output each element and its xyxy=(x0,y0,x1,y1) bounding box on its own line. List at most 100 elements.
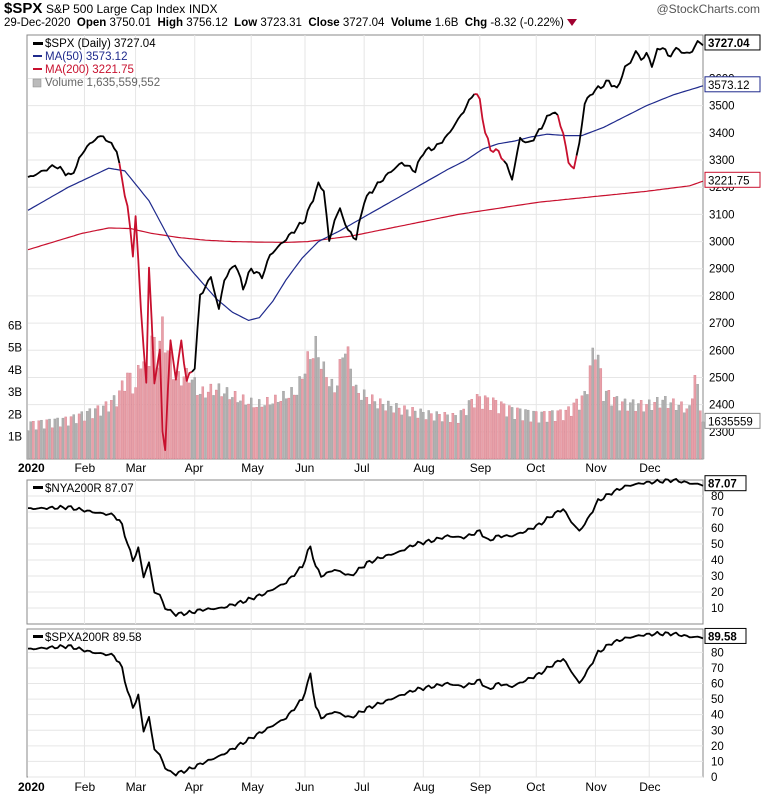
brand-logo[interactable]: @StockCharts.com xyxy=(656,2,760,16)
volume-tick-label: 4B xyxy=(8,365,22,377)
volume-bar xyxy=(120,380,124,460)
volume-bar xyxy=(53,418,57,460)
volume-bar xyxy=(212,395,215,460)
price-tick-label: 2300 xyxy=(709,427,735,439)
volume-bar xyxy=(263,405,266,460)
month-tick-label: Jul xyxy=(354,461,369,475)
legend-label: MA(50) 3573.12 xyxy=(45,51,127,63)
volume-bar xyxy=(545,421,549,460)
volume-bar xyxy=(618,410,621,460)
month-tick-label: Sep xyxy=(470,461,492,475)
volume-bar xyxy=(392,412,395,460)
volume-bar xyxy=(32,421,35,460)
volume-bar xyxy=(440,421,444,460)
volume-bar xyxy=(223,393,226,460)
volume-bar xyxy=(112,395,116,460)
price-last-label-box xyxy=(704,34,761,51)
volume-bar xyxy=(301,378,304,460)
month-tick-label: Nov xyxy=(585,780,606,794)
legend-label: $SPX (Daily) 3727.04 xyxy=(45,38,156,50)
volume-bar xyxy=(260,406,264,460)
month-tick-label: Nov xyxy=(585,461,606,475)
spxa200r-panel-legend-label: $SPXA200R 89.58 xyxy=(45,632,142,644)
price-line-segment xyxy=(575,40,704,156)
volume-bar xyxy=(96,405,100,460)
volume-tick-label: 6B xyxy=(8,320,22,332)
volume-bar xyxy=(451,413,455,460)
price-line-segment xyxy=(118,163,193,452)
volume-bar xyxy=(217,383,221,460)
volume-bar xyxy=(462,408,465,460)
price-tick-label: 2400 xyxy=(709,400,735,412)
volume-bar xyxy=(287,397,291,460)
month-tick-label: Jun xyxy=(295,461,314,475)
volume-bar xyxy=(656,397,659,460)
volume-bar xyxy=(209,383,213,460)
month-tick-label: 2020 xyxy=(18,780,45,794)
symbol: $SPX xyxy=(4,0,43,17)
volume-bar xyxy=(411,407,414,460)
volume-tick-label: 3B xyxy=(8,387,22,399)
volume-bar xyxy=(220,396,223,460)
volume-bar xyxy=(658,407,662,460)
volume-bar xyxy=(688,405,691,460)
month-tick-label: Oct xyxy=(526,461,545,475)
price-tick-label: 3000 xyxy=(709,237,735,249)
volume-bar xyxy=(561,420,565,460)
volume-bar xyxy=(319,368,323,460)
volume-bar xyxy=(691,398,694,460)
month-tick-label: Apr xyxy=(185,780,204,794)
volume-bar xyxy=(699,410,702,460)
open-label: Open xyxy=(76,17,107,29)
change-value: -8.32 (-0.22%) xyxy=(490,17,564,29)
volume-bar xyxy=(123,390,127,460)
volume-bar xyxy=(685,408,689,460)
volume-bar xyxy=(387,400,390,460)
price-last-label: 3727.04 xyxy=(708,38,750,50)
ma200-line xyxy=(27,180,704,251)
volume-bar xyxy=(639,400,643,460)
volume-bar xyxy=(94,408,97,460)
spxa200r-panel-tick-label: 70 xyxy=(711,663,724,675)
volume-bar xyxy=(338,359,342,460)
month-tick-label: May xyxy=(241,780,264,794)
volume-bar xyxy=(26,430,30,460)
volume-tick-label: 1B xyxy=(8,432,22,444)
volume-bar xyxy=(580,395,584,460)
volume-bar xyxy=(357,393,360,460)
volume-bar xyxy=(435,411,438,460)
nya200r-panel-tick-label: 40 xyxy=(711,555,724,567)
volume-bar xyxy=(578,409,581,460)
volume-bar xyxy=(225,387,229,460)
price-line-segment xyxy=(191,93,476,373)
volume-bar xyxy=(279,400,283,460)
month-tick-label: Jun xyxy=(295,780,314,794)
volume-bar xyxy=(64,416,67,460)
volume-bar xyxy=(50,427,54,460)
month-tick-label: Dec xyxy=(639,461,660,475)
volume-bar xyxy=(40,419,43,460)
ma50-last-label: 3573.12 xyxy=(708,80,750,92)
volume-bar xyxy=(505,416,508,460)
volume-bar xyxy=(75,423,78,460)
quote-date: 29-Dec-2020 xyxy=(4,17,71,29)
price-tick-label: 2600 xyxy=(709,345,735,357)
volume-bar xyxy=(661,399,664,460)
volume-bar xyxy=(346,346,350,460)
volume-bar xyxy=(29,421,32,460)
volume-bar xyxy=(621,401,624,460)
price-line-segment xyxy=(556,114,578,170)
month-tick-label: Jul xyxy=(354,780,369,794)
ma50-line xyxy=(27,85,704,321)
volume-bar xyxy=(405,409,409,460)
volume-bar xyxy=(454,415,457,460)
volume-bar xyxy=(233,391,237,460)
low-label: Low xyxy=(234,17,258,29)
month-tick-label: Aug xyxy=(413,461,434,475)
volume-bar xyxy=(615,396,619,460)
volume-bar xyxy=(282,390,285,460)
nya200r-panel-tick-label: 50 xyxy=(711,539,724,551)
volume-bar xyxy=(682,412,686,460)
volume-bar xyxy=(521,420,525,460)
